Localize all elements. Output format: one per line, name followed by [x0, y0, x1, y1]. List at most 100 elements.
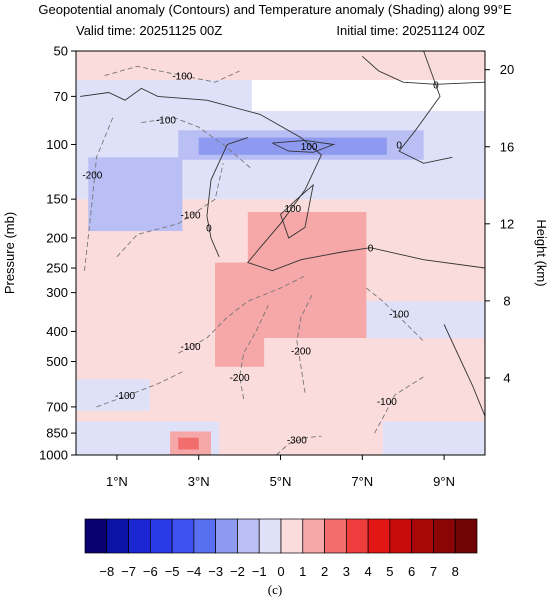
right-tick-label: 20 — [500, 62, 514, 77]
colorbar-label: 1 — [299, 564, 306, 579]
contour-line — [366, 287, 424, 342]
y-tick-label: 150 — [46, 192, 68, 207]
colorbar-box — [149, 518, 173, 554]
colorbar-box — [215, 518, 238, 554]
colorbar-label: 2 — [321, 564, 328, 579]
contour-label: -300 — [287, 435, 307, 446]
right-tick-label: 8 — [503, 293, 510, 308]
y-tick-label: 250 — [46, 261, 68, 276]
y-tick-label: 500 — [46, 354, 68, 369]
colorbar-box — [345, 518, 369, 554]
colorbar-label: 0 — [277, 564, 284, 579]
shade-cell — [76, 80, 252, 111]
contour-line — [116, 163, 224, 258]
y-tick-label: 400 — [46, 324, 68, 339]
contour-line — [398, 51, 453, 164]
colorbar-box — [324, 518, 347, 554]
colorbar-box — [302, 518, 325, 554]
colorbar-label: 4 — [364, 564, 371, 579]
contour-line — [141, 117, 253, 170]
colorbar-label: −5 — [165, 564, 180, 579]
colorbar-label: 6 — [408, 564, 415, 579]
contour-line — [296, 292, 314, 393]
colorbar-label: −2 — [230, 564, 245, 579]
contour-line — [443, 324, 485, 417]
y-axis-right-label: Height (km) — [534, 219, 549, 286]
y-tick-label: 100 — [46, 137, 68, 152]
chart-title: Geopotential anomaly (Contours) and Temp… — [38, 2, 512, 17]
colorbar: −8 −7 −6 −5 −4 −3 −2 −1 0 1 2 3 4 5 6 7 8 — [84, 518, 478, 579]
contour-line — [178, 275, 306, 354]
colorbar-box — [367, 518, 391, 554]
colorbar-box — [258, 518, 282, 554]
colorbar-box — [171, 518, 195, 554]
y-axis-left: 50 70 100 150 200 250 300 400 500 700 850 1000 — [39, 44, 76, 463]
contour-label: -100 — [115, 391, 135, 402]
x-tick-label: 3°N — [188, 474, 210, 489]
colorbar-box — [128, 518, 151, 554]
contour-label: -200 — [82, 171, 102, 182]
colorbar-box — [280, 518, 304, 554]
shade-cell — [382, 421, 485, 455]
contour-line — [374, 376, 424, 434]
colorbar-box — [237, 518, 260, 554]
colorbar-label: 5 — [386, 564, 393, 579]
x-tick-label: 7°N — [351, 474, 373, 489]
right-tick-label: 12 — [500, 216, 514, 231]
right-tick-label: 16 — [500, 139, 514, 154]
y-tick-label: 200 — [46, 230, 68, 245]
colorbar-box — [389, 518, 413, 554]
contour-label: -100 — [389, 309, 409, 320]
right-tick-label: 4 — [503, 370, 510, 385]
y-axis-right: 20 16 12 8 4 — [485, 62, 514, 385]
y-tick-label: 70 — [54, 89, 68, 104]
contour-label: -100 — [377, 397, 397, 408]
contour-line — [83, 117, 114, 274]
colorbar-label: −4 — [186, 564, 201, 579]
contour-label: -200 — [230, 373, 250, 384]
colorbar-label: 7 — [430, 564, 437, 579]
colorbar-label: −8 — [99, 564, 114, 579]
colorbar-box — [433, 518, 456, 554]
contour-label: -100 — [172, 72, 192, 83]
colorbar-label: −1 — [252, 564, 267, 579]
contour-line — [276, 435, 322, 455]
panel-label: (c) — [267, 582, 283, 597]
contour-line — [280, 183, 314, 239]
contour-label: 100 — [284, 204, 301, 215]
shade-cell — [76, 51, 485, 81]
contour-label: -100 — [181, 342, 201, 353]
y-tick-label: 700 — [46, 399, 68, 414]
contour-label: 0 — [206, 223, 212, 234]
y-tick-label: 850 — [46, 426, 68, 441]
colorbar-label: −7 — [121, 564, 136, 579]
x-axis: 1°N 3°N 5°N 7°N 9°N — [106, 455, 455, 489]
y-tick-label: 1000 — [39, 448, 68, 463]
contour-label: 100 — [301, 142, 318, 153]
shade-cell — [76, 379, 150, 411]
shade-cell — [178, 437, 199, 450]
contour-line — [361, 55, 485, 85]
colorbar-box — [411, 518, 434, 554]
colorbar-label: −3 — [208, 564, 223, 579]
x-tick-label: 5°N — [270, 474, 292, 489]
contour-label: 0 — [396, 140, 402, 151]
contour-label: -200 — [291, 346, 311, 357]
colorbar-label: −6 — [143, 564, 158, 579]
y-tick-label: 300 — [46, 285, 68, 300]
contour-label: 0 — [368, 244, 374, 255]
shade-cell — [247, 212, 367, 339]
colorbar-box — [454, 518, 478, 554]
shade-cell — [215, 262, 265, 367]
colorbar-box — [84, 518, 108, 554]
initial-time: Initial time: 20251124 00Z — [336, 23, 485, 38]
x-tick-label: 1°N — [106, 474, 128, 489]
contour-line — [206, 137, 248, 257]
contour-line — [104, 65, 240, 83]
contour-line — [239, 305, 269, 400]
colorbar-label: 8 — [452, 564, 459, 579]
y-axis-label: Pressure (mb) — [2, 212, 17, 294]
contour-line — [272, 139, 336, 153]
contour-label: -100 — [181, 210, 201, 221]
